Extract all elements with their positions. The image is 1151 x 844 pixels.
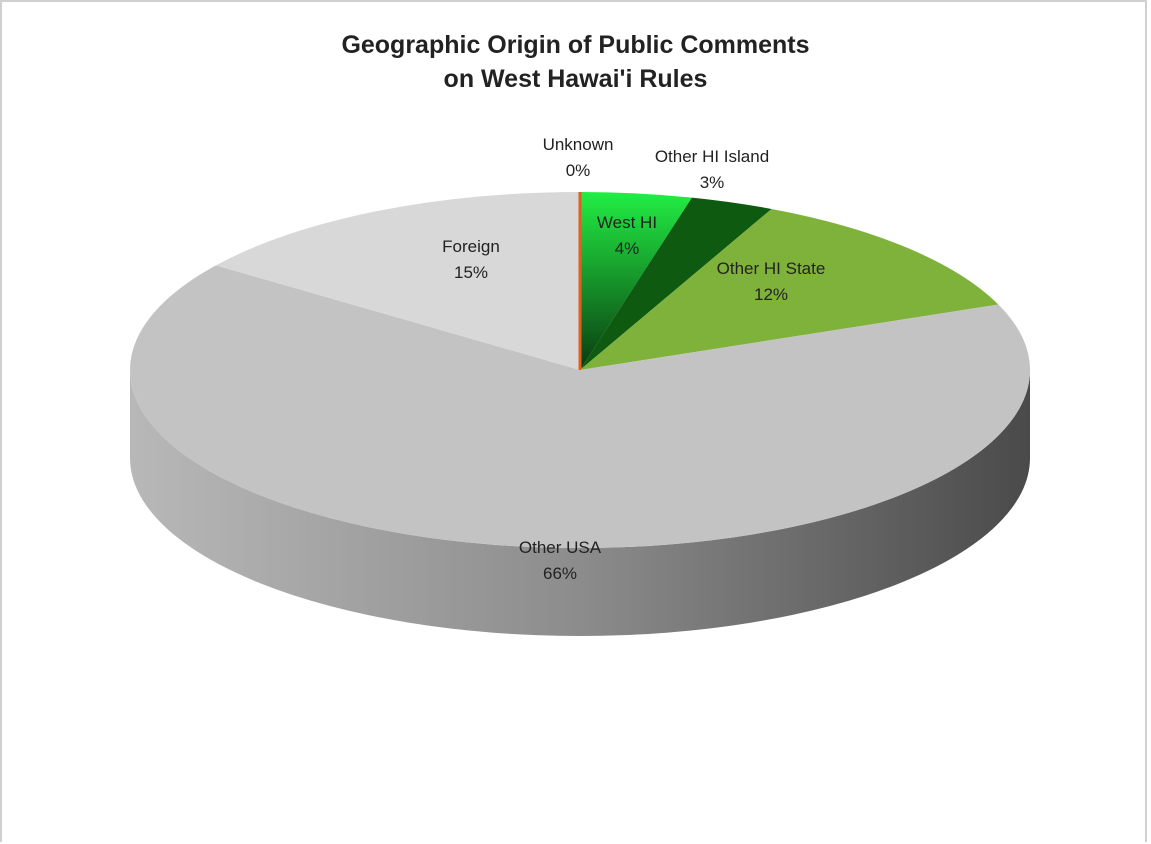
data-label-west-hi: West HI 4% (597, 213, 657, 258)
data-label-other-hi-state: Other HI State 12% (717, 259, 826, 304)
pie-slice-other-hi-island (580, 197, 772, 370)
pie-slice-other-hi-state (580, 208, 999, 370)
chart-title: Geographic Origin of Public Comments on … (0, 28, 1151, 96)
data-label-other-hi-island: Other HI Island 3% (655, 147, 769, 192)
pie-side-other-usa (130, 370, 1030, 636)
chart-title-line-1: Geographic Origin of Public Comments (341, 31, 810, 59)
data-label-unknown: Unknown 0% (543, 135, 614, 180)
data-label-other-usa: Other USA 66% (519, 538, 602, 583)
data-label-foreign: Foreign 15% (442, 237, 500, 282)
pie-slice-foreign (215, 192, 580, 370)
chart-title-line-2: on West Hawai'i Rules (443, 65, 708, 93)
pie-slice-west-hi (580, 192, 692, 370)
pie-slice-other-usa (129, 265, 1031, 548)
